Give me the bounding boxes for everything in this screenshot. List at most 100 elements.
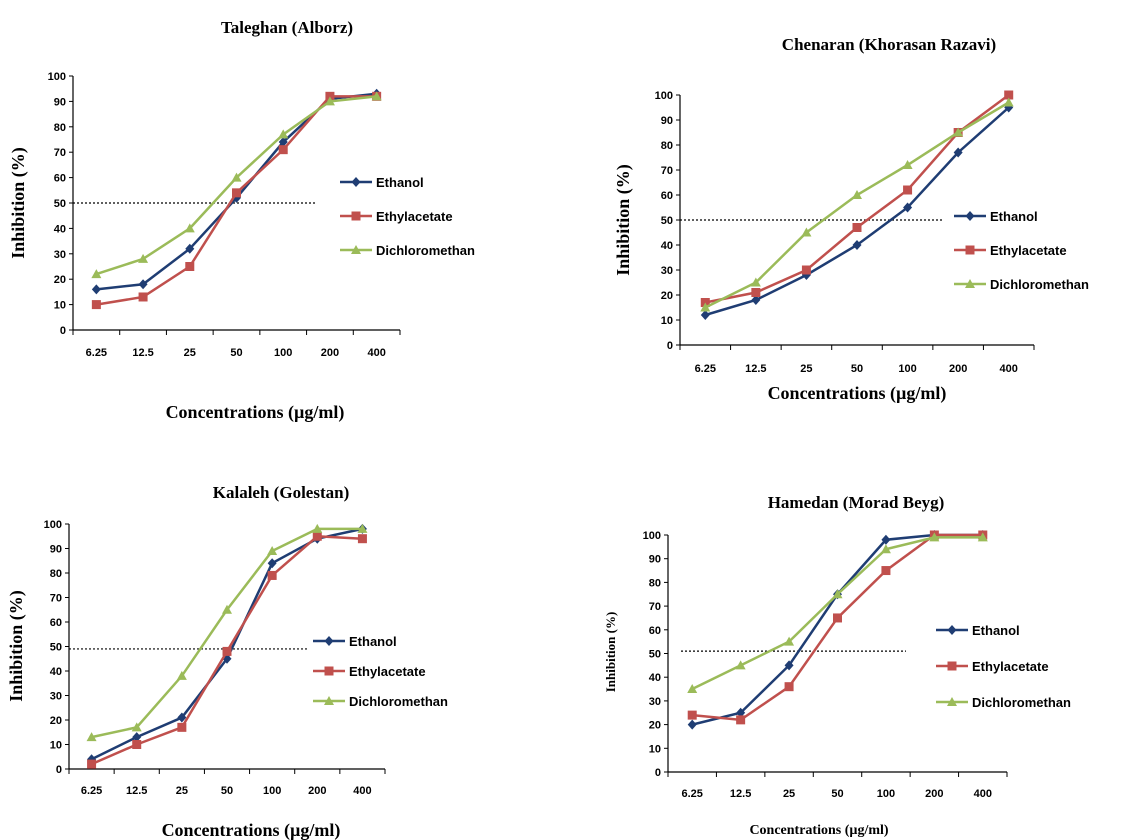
series-line-dichloromethan — [704, 101, 1010, 309]
x-axis-label: Concentrations (µg/ml) — [166, 402, 345, 423]
data-point-dichloromethan — [222, 604, 232, 614]
data-point-ethanol — [138, 279, 148, 290]
x-tick-label: 200 — [949, 363, 967, 375]
data-point-dichloromethan — [784, 636, 795, 646]
legend-label-ethanol: Ethanol — [349, 634, 397, 649]
y-tick-label: 50 — [649, 649, 661, 661]
legend-marker — [965, 279, 975, 288]
x-tick-label: 50 — [831, 788, 843, 800]
legend-marker — [947, 697, 957, 706]
y-tick-label: 20 — [54, 274, 66, 286]
legend-marker — [947, 661, 957, 671]
y-tick-label: 0 — [60, 325, 66, 337]
legend-label-ethanol: Ethanol — [376, 175, 424, 190]
data-point-dichloromethan — [278, 129, 289, 139]
x-tick-label: 100 — [263, 785, 281, 797]
y-tick-label: 80 — [54, 122, 66, 134]
legend-label-ethylacetate: Ethylacetate — [972, 659, 1049, 674]
data-point-ethylacetate — [833, 613, 842, 623]
data-point-dichloromethan — [700, 302, 711, 312]
data-point-ethylacetate — [784, 682, 794, 692]
data-point-ethanol — [852, 240, 862, 250]
data-point-dichloromethan — [801, 227, 812, 237]
y-tick-label: 40 — [54, 223, 66, 235]
y-tick-label: 90 — [50, 544, 62, 556]
x-tick-label: 100 — [898, 363, 916, 375]
legend-marker — [351, 211, 361, 221]
y-tick-label: 70 — [661, 165, 673, 177]
legend-marker — [947, 625, 957, 635]
y-tick-label: 50 — [661, 215, 673, 227]
data-point-dichloromethan — [138, 253, 149, 263]
data-point-ethylacetate — [801, 265, 811, 275]
data-point-ethylacetate — [267, 570, 277, 580]
data-point-ethanol — [903, 202, 913, 213]
y-tick-label: 0 — [56, 764, 62, 776]
legend-label-ethylacetate: Ethylacetate — [990, 243, 1067, 258]
data-point-dichloromethan — [184, 223, 195, 233]
data-point-dichloromethan — [929, 532, 940, 542]
y-tick-label: 10 — [54, 300, 66, 312]
data-point-ethylacetate — [278, 145, 288, 155]
x-tick-label: 100 — [274, 347, 292, 359]
y-axis-label: Inhibition (%) — [603, 612, 618, 693]
data-point-ethylacetate — [357, 534, 367, 544]
y-axis-label: Inhibition (%) — [6, 590, 27, 702]
data-point-dichloromethan — [324, 96, 335, 106]
y-tick-label: 10 — [50, 740, 62, 752]
data-point-ethylacetate — [132, 740, 142, 749]
data-point-ethylacetate — [852, 223, 862, 232]
x-axis-label: Concentrations (µg/ml) — [768, 383, 947, 404]
data-point-ethylacetate — [232, 188, 241, 198]
data-point-dichloromethan — [267, 545, 278, 555]
legend-marker — [324, 696, 334, 705]
data-point-dichloromethan — [750, 277, 761, 287]
y-tick-label: 10 — [649, 743, 661, 755]
y-tick-label: 100 — [643, 530, 661, 542]
data-point-dichloromethan — [312, 523, 323, 533]
data-point-dichloromethan — [902, 160, 913, 169]
legend-label-ethanol: Ethanol — [972, 623, 1020, 638]
y-tick-label: 20 — [50, 715, 62, 727]
data-point-dichloromethan — [1003, 97, 1014, 107]
data-point-dichloromethan — [977, 532, 988, 542]
x-tick-label: 12.5 — [126, 785, 147, 797]
x-tick-label: 50 — [221, 785, 233, 797]
data-point-ethylacetate — [185, 262, 195, 271]
x-tick-label: 400 — [367, 347, 385, 359]
y-tick-label: 20 — [661, 290, 673, 302]
x-tick-label: 200 — [321, 347, 339, 359]
data-point-ethanol — [700, 310, 710, 320]
data-point-ethylacetate — [91, 300, 101, 310]
legend-label-dichloromethan: Dichloromethan — [990, 277, 1089, 292]
y-tick-label: 80 — [50, 568, 62, 580]
x-axis-label: Concentrations (µg/ml) — [749, 823, 888, 838]
y-tick-label: 80 — [661, 140, 673, 152]
y-tick-label: 30 — [649, 696, 661, 708]
x-tick-label: 12.5 — [745, 363, 766, 375]
data-point-ethanol — [185, 243, 195, 254]
x-tick-label: 6.25 — [81, 785, 102, 797]
legend-marker — [351, 177, 361, 187]
data-point-ethanol — [267, 558, 277, 569]
y-tick-label: 100 — [48, 71, 66, 83]
y-tick-label: 30 — [50, 691, 62, 703]
legend-marker — [324, 636, 334, 646]
y-tick-label: 80 — [649, 577, 661, 589]
x-tick-label: 6.25 — [86, 347, 107, 359]
chart-title: Hamedan (Morad Beyg) — [768, 493, 945, 512]
x-tick-label: 400 — [1000, 363, 1018, 375]
data-point-ethylacetate — [687, 710, 697, 720]
series-line-dichloromethan — [91, 527, 363, 739]
y-tick-label: 10 — [661, 315, 673, 327]
y-tick-label: 90 — [54, 96, 66, 108]
x-tick-label: 25 — [176, 785, 188, 797]
data-point-ethylacetate — [138, 292, 148, 302]
x-tick-label: 50 — [851, 363, 863, 375]
data-point-dichloromethan — [176, 670, 187, 680]
data-point-dichloromethan — [91, 269, 102, 279]
y-tick-label: 40 — [661, 240, 673, 252]
chart-panel-3: Hamedan (Morad Beyg) 0 10 20 30 40 50 60 70 80 90 1… — [603, 493, 1071, 838]
data-point-ethylacetate — [881, 566, 891, 576]
